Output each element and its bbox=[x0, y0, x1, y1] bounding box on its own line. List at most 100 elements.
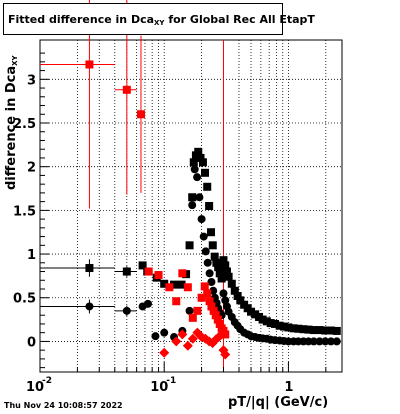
data-point-circle bbox=[188, 201, 197, 210]
data-point-square bbox=[172, 297, 181, 306]
data-point-diamond bbox=[177, 329, 188, 340]
x-tick-label-exponent: -1 bbox=[166, 376, 176, 386]
data-point-circle bbox=[195, 193, 204, 202]
data-point-square bbox=[189, 158, 198, 167]
data-point-square bbox=[178, 269, 187, 278]
data-point-square bbox=[122, 85, 131, 94]
y-tick-label: 3 bbox=[27, 73, 36, 88]
data-point-square bbox=[309, 326, 318, 335]
data-point-diamond bbox=[220, 349, 231, 360]
data-point-square bbox=[217, 274, 226, 283]
data-point-square bbox=[206, 228, 215, 237]
y-tick-label: 0.5 bbox=[13, 292, 36, 307]
data-point-square bbox=[160, 279, 169, 288]
data-point-square bbox=[294, 324, 303, 333]
data-point-square bbox=[154, 271, 163, 280]
data-point-circle bbox=[332, 337, 341, 346]
data-point-square bbox=[208, 241, 217, 250]
data-point-square bbox=[275, 321, 284, 330]
data-point-square bbox=[279, 322, 288, 331]
data-point-square bbox=[85, 264, 94, 273]
series-square-red bbox=[40, 0, 230, 339]
data-point-square bbox=[196, 153, 205, 162]
x-tick-label-exponent: -2 bbox=[42, 376, 52, 386]
data-point-square bbox=[183, 283, 192, 292]
data-point-circle bbox=[203, 258, 212, 267]
data-point-square bbox=[213, 315, 222, 324]
data-point-square bbox=[299, 325, 308, 334]
data-point-square bbox=[207, 302, 216, 311]
data-point-square bbox=[122, 267, 131, 276]
chart-title-suffix: for Global Rec All EtapT bbox=[168, 13, 315, 26]
y-axis-title-subscript: XY bbox=[11, 55, 19, 66]
x-tick-label-base: 10 bbox=[26, 380, 44, 395]
y-axis-title-text: difference in Dca bbox=[4, 65, 19, 190]
data-point-square bbox=[233, 291, 242, 300]
x-tick-label-base: 10 bbox=[150, 380, 168, 395]
data-point-square bbox=[200, 282, 209, 291]
data-point-square bbox=[326, 326, 335, 335]
data-point-square bbox=[205, 297, 214, 306]
y-tick-label: 2 bbox=[27, 161, 36, 176]
chart-title-subscript: XY bbox=[154, 19, 165, 27]
data-point-square bbox=[219, 256, 228, 265]
x-axis-title: pT/|q| (GeV/c) bbox=[228, 395, 329, 410]
data-point-square bbox=[214, 263, 223, 272]
data-point-square bbox=[222, 267, 231, 276]
data-point-square bbox=[194, 147, 203, 156]
data-point-square bbox=[236, 296, 245, 305]
data-point-circle bbox=[193, 173, 202, 182]
data-point-square bbox=[215, 269, 224, 278]
data-point-square bbox=[138, 261, 147, 270]
data-point-square bbox=[258, 315, 267, 324]
data-point-circle bbox=[207, 278, 216, 287]
data-point-square bbox=[210, 252, 219, 261]
data-point-square bbox=[315, 326, 324, 335]
data-point-square bbox=[289, 324, 298, 333]
data-point-circle bbox=[197, 215, 206, 224]
plot-frame bbox=[39, 39, 343, 373]
data-point-square bbox=[188, 193, 197, 202]
data-point-square bbox=[215, 319, 224, 328]
data-point-square bbox=[193, 306, 202, 315]
y-tick-label: 2.5 bbox=[13, 117, 36, 132]
data-point-circle bbox=[143, 299, 152, 308]
data-point-diamond bbox=[216, 329, 227, 340]
data-point-circle bbox=[190, 165, 199, 174]
data-point-diamond bbox=[159, 347, 170, 358]
data-point-square bbox=[165, 283, 174, 292]
data-point-square bbox=[271, 319, 280, 328]
data-point-square bbox=[321, 326, 330, 335]
data-point-square bbox=[185, 241, 194, 250]
data-point-square bbox=[203, 182, 212, 191]
data-point-circle bbox=[85, 302, 94, 311]
data-point-square bbox=[197, 293, 206, 302]
data-point-diamond bbox=[187, 333, 198, 344]
data-point-circle bbox=[160, 328, 169, 337]
data-point-circle bbox=[326, 337, 335, 346]
data-point-circle bbox=[205, 269, 214, 278]
data-point-square bbox=[332, 326, 341, 335]
chart-title: Fitted difference in DcaXY for Global Re… bbox=[8, 13, 315, 27]
axes: 10-2 10-1 100.511.522.53 bbox=[13, 52, 327, 395]
data-point-square bbox=[284, 323, 293, 332]
data-point-square bbox=[198, 158, 207, 167]
data-point-diamond bbox=[182, 340, 193, 351]
y-tick-label: 1 bbox=[27, 248, 36, 263]
data-points bbox=[40, 0, 341, 360]
data-point-circle bbox=[185, 306, 194, 315]
data-point-circle bbox=[219, 289, 228, 298]
data-point-circle bbox=[201, 247, 210, 256]
data-point-square bbox=[224, 272, 233, 281]
data-point-square bbox=[200, 168, 209, 177]
data-point-square bbox=[170, 280, 179, 289]
data-point-square bbox=[304, 325, 313, 334]
data-point-circle bbox=[199, 232, 208, 241]
data-point-circle bbox=[151, 332, 160, 341]
data-point-square bbox=[212, 258, 221, 267]
data-point-square bbox=[266, 319, 275, 328]
data-point-square bbox=[211, 311, 220, 320]
data-point-square bbox=[144, 267, 153, 276]
data-point-circle bbox=[309, 337, 318, 346]
